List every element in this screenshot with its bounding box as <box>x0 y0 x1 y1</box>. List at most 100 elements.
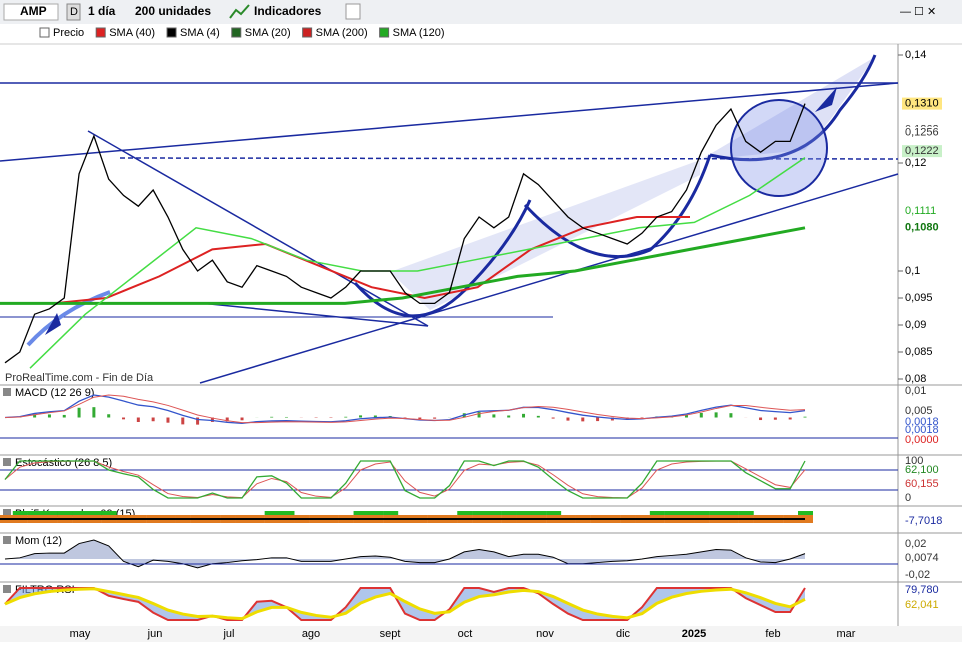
price-tick-label: 0,12 <box>905 157 926 169</box>
koncorde-bar <box>531 511 547 515</box>
price-marker: 0,1310 <box>905 98 939 110</box>
month-label: mar <box>837 628 856 640</box>
panel-axis-label: 62,100 <box>905 464 939 476</box>
koncorde-bar <box>57 511 73 515</box>
legend: Precio SMA (40) SMA (4) SMA (20) SMA (200) SM… <box>39 27 445 39</box>
arrow <box>45 313 61 335</box>
indicator-line <box>4 587 806 621</box>
legend-swatch <box>302 27 313 38</box>
legend-swatch <box>39 27 50 38</box>
cup <box>709 54 877 162</box>
price-marker-bg <box>902 221 942 234</box>
panel-axis-label: 0,005 <box>905 405 933 417</box>
watermark: ProRealTime.com - Fin de Día <box>5 372 154 384</box>
price-marker-bg <box>902 145 942 158</box>
trendline <box>199 302 429 327</box>
legend-entry: Precio <box>53 27 84 39</box>
panel-title-bg <box>3 536 11 544</box>
btn[interactable] <box>345 3 361 20</box>
koncorde-bar <box>279 511 295 515</box>
price-marker: 0,1222 <box>905 145 939 157</box>
legend-swatch <box>166 27 177 38</box>
months: may jun jul ago sept oct nov dic 2025 feb mar <box>70 628 856 640</box>
price-marker-bg <box>902 126 942 139</box>
koncorde-bar <box>501 511 517 515</box>
koncorde-bar <box>798 511 813 515</box>
koncorde-bar <box>486 511 502 515</box>
koncorde-bar <box>101 511 117 515</box>
panel-axis-label: 0,0074 <box>905 552 939 564</box>
price-line <box>29 156 806 369</box>
price-tick-label: 0,085 <box>905 346 933 358</box>
koncorde-bar <box>738 511 754 515</box>
legend-swatch <box>379 27 390 38</box>
panel-axis-label: 0,01 <box>905 385 926 397</box>
symbol[interactable]: AMP <box>20 4 47 18</box>
koncorde-bar <box>709 511 725 515</box>
price-panel: 0,140,120,10,0950,090,0850,080,13100,126… <box>0 49 942 385</box>
koncorde-bar <box>12 511 28 515</box>
panel-title-bg <box>3 585 11 593</box>
month-label: dic <box>616 628 631 640</box>
price-tick-label: 0,095 <box>905 292 933 304</box>
price-marker-bg <box>902 205 942 218</box>
koncorde-bar <box>383 511 399 515</box>
arrow <box>815 87 837 112</box>
month-label: sept <box>380 628 401 640</box>
trendline <box>87 130 429 327</box>
panel-axis-label: 0,02 <box>905 538 926 550</box>
koncorde-bar <box>42 511 58 515</box>
mom-area <box>5 540 805 568</box>
window-buttons[interactable]: — ☐ ✕ <box>900 6 936 18</box>
indicators[interactable]: Indicadores <box>254 4 322 18</box>
month-label: jun <box>147 628 163 640</box>
mode[interactable]: D <box>70 6 78 18</box>
symbol-box[interactable] <box>3 3 59 21</box>
indicator-line <box>4 460 806 499</box>
koncorde-bar <box>649 511 665 515</box>
month-label: may <box>70 628 91 640</box>
ind-icon <box>229 4 250 19</box>
month-label: nov <box>536 628 554 640</box>
toolbar <box>0 0 962 24</box>
legend-entry: SMA (200) <box>316 27 368 39</box>
indicator-panels: MACD (12 26 9)Estocástico (26 8 5)Blai5 … <box>0 384 962 621</box>
month-label: 2025 <box>682 628 706 640</box>
units[interactable]: 200 unidades <box>135 4 211 18</box>
shade <box>390 160 700 310</box>
price-marker: 0,1256 <box>905 127 939 139</box>
indicator-line <box>4 394 806 424</box>
panel-axis-label: -7,7018 <box>905 515 942 527</box>
price-tick-label: 0,1 <box>905 265 920 277</box>
panel-axis-label: 0,0018 <box>905 416 939 428</box>
koncorde-bar <box>27 511 43 515</box>
koncorde-bar <box>472 511 488 515</box>
koncorde-bar <box>664 511 680 515</box>
koncorde-bar <box>264 511 280 515</box>
mode-box[interactable] <box>66 3 81 21</box>
panel-title-bg <box>3 509 11 517</box>
koncorde-bar <box>546 511 562 515</box>
panel-axis-label: 62,041 <box>905 599 939 611</box>
period[interactable]: 1 día <box>88 4 116 18</box>
koncorde-bar <box>679 511 695 515</box>
legend-entry: SMA (40) <box>109 27 155 39</box>
panel-title: Mom (12) <box>15 535 62 547</box>
panel-title: MACD (12 26 9) <box>15 387 94 399</box>
panel-axis-label: -0,02 <box>905 569 930 581</box>
panel-axis-label: 0,0018 <box>905 424 939 436</box>
arrow <box>26 290 111 347</box>
month-label: feb <box>765 628 780 640</box>
price-tick-label: 0,09 <box>905 319 926 331</box>
koncorde-bar <box>86 511 102 515</box>
month-label: ago <box>302 628 320 640</box>
panel-title: Estocástico (26 8 5) <box>15 457 112 469</box>
legend-entry: SMA (120) <box>393 27 445 39</box>
x-axis <box>0 626 962 642</box>
price-tick-label: 0,14 <box>905 49 926 61</box>
price-line <box>0 216 690 305</box>
panel-axis-label: 0 <box>905 492 911 504</box>
legend-entry: SMA (4) <box>180 27 220 39</box>
